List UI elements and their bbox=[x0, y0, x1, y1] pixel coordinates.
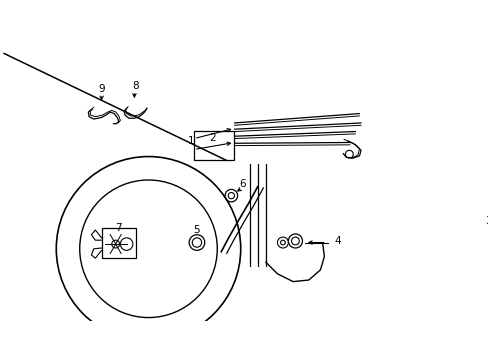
Bar bbox=[193, 131, 234, 161]
Text: 9: 9 bbox=[98, 84, 105, 94]
Text: 6: 6 bbox=[239, 179, 245, 189]
Bar bbox=[102, 229, 136, 258]
Text: 2: 2 bbox=[209, 133, 216, 143]
Text: 1: 1 bbox=[187, 136, 194, 146]
Text: 5: 5 bbox=[193, 225, 200, 235]
Text: 4: 4 bbox=[334, 236, 340, 246]
Text: 3: 3 bbox=[484, 216, 488, 226]
Text: 7: 7 bbox=[115, 224, 122, 233]
Text: 8: 8 bbox=[132, 81, 139, 91]
